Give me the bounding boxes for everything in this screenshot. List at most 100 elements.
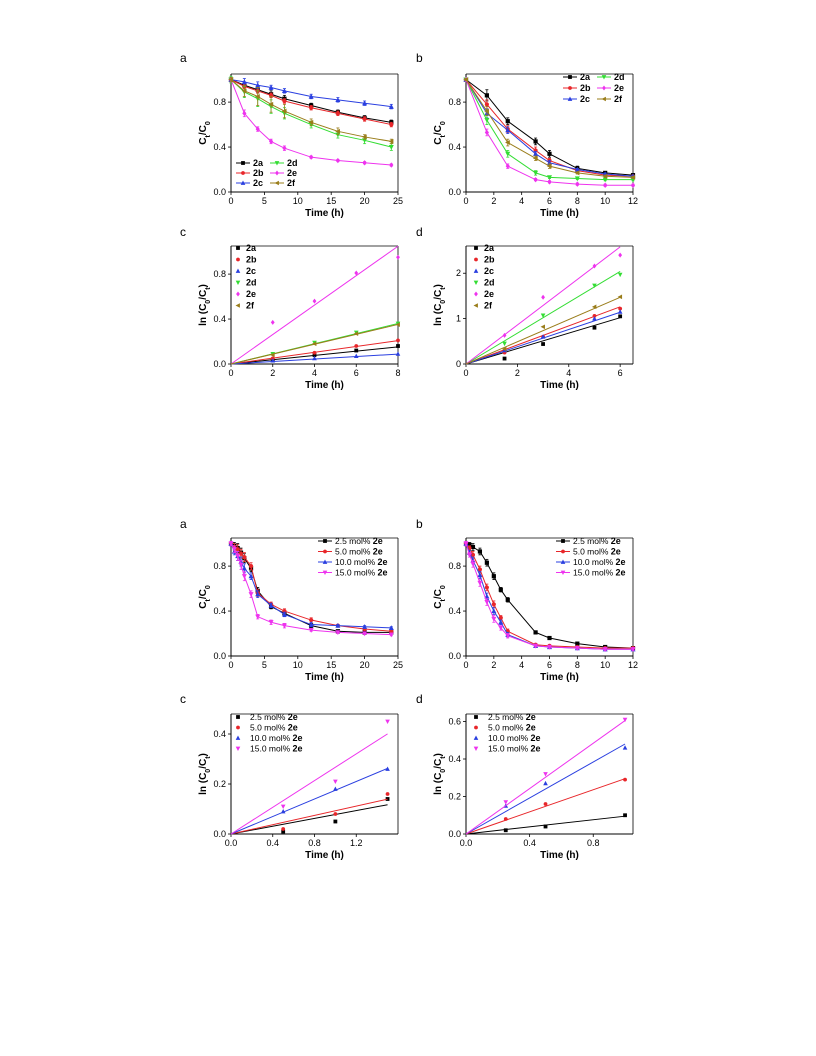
data-point [396,338,400,343]
y-axis-title-part: t [205,287,212,290]
legend-marker [602,85,606,91]
data-point [270,319,275,325]
legend-label: 15.0 mol% 2e [335,568,388,578]
x-tick-label: 5 [262,660,267,670]
panel-letter-fig1-b: b [416,51,423,65]
x-tick-label: 4 [566,368,571,378]
panel-letter-fig2-d: d [416,692,423,706]
legend-marker [560,559,566,564]
data-point [503,800,509,805]
data-point [533,151,539,156]
data-point [533,139,538,144]
data-point [592,283,597,288]
legend-label: 2f [614,94,623,104]
panel-letter-fig2-c: c [180,692,186,706]
panel-letter-fig2-b: b [416,517,423,531]
y-axis-title-part: /C [198,125,209,135]
y-axis-title: Ct/C0 [198,121,212,145]
data-point [630,647,636,652]
legend-marker [474,725,478,730]
y-tick-label: 0.4 [448,606,461,616]
legend-label-text: 2.5 mol% [573,536,611,546]
x-tick-label: 0 [463,660,468,670]
legend-label: 2e [246,289,256,299]
data-point [255,82,261,88]
data-point [335,157,340,164]
data-point [282,98,287,104]
y-tick-label: 0.0 [213,187,226,197]
series-2d [228,75,394,151]
data-point [361,134,367,140]
chart-fig2-d: 0.0 0.4 0.8 0.0 0.2 0.4 0.6 Time (h) ln (C0/Ct) 2… [433,712,634,861]
data-point [622,717,628,723]
data-point [309,105,314,110]
data-point [228,541,234,547]
legend-label: 15.0 mol% 2e [250,744,303,754]
series-10.0-mol-2e [465,743,628,835]
legend-marker [235,280,241,285]
legend-marker [236,715,240,719]
data-point [543,824,548,829]
legend-label: 2c [253,178,263,188]
legend-marker [236,257,240,262]
x-tick-label: 0 [463,196,468,206]
y-axis-title-part: t [205,599,212,602]
data-point [335,630,341,636]
data-point [335,111,340,116]
data-point [255,93,260,99]
series-2c [465,309,623,365]
y-axis-title: Ct/C0 [198,585,212,609]
y-tick-label: 0.4 [213,729,226,739]
data-point [282,145,287,151]
series-line [465,79,633,181]
data-point [228,77,234,83]
x-tick-label: 5 [262,196,267,206]
data-point [308,621,314,627]
y-axis-title-part: C [198,138,209,145]
y-tick-label: 0.8 [448,561,461,571]
y-axis-title-part: ) [433,753,444,756]
y-tick-label: 0 [456,359,461,369]
legend-label-text: 2.5 mol% [488,712,526,722]
y-tick-label: 0.0 [448,651,461,661]
data-point [268,138,274,145]
data-point [484,599,490,605]
data-point [505,163,510,169]
data-point [618,306,623,311]
legend-label-text: 10.0 mol% [488,733,531,743]
series-15.0-mol-2e [228,540,394,638]
data-point [484,108,489,114]
x-tick-label: 2 [515,368,520,378]
data-point [270,352,275,358]
data-point [498,619,504,625]
data-point [543,772,548,777]
legend-label: 10.0 mol% 2e [335,557,388,567]
legend-label: 2b [246,255,257,265]
series-2c [463,76,636,179]
data-point [388,625,394,631]
y-axis-title-part: ln (C [433,773,444,795]
x-tick-label: 0.8 [587,838,600,848]
y-tick-label: 0.8 [213,97,226,107]
data-point [477,567,483,572]
legend-label-text: 10.0 mol% [573,557,616,567]
data-point [396,254,400,260]
fit-line [230,733,388,835]
x-tick-label: 8 [575,660,580,670]
x-tick-label: 2 [270,368,275,378]
legend-label-text: 5.0 mol% [488,723,526,733]
legend-label: 2a [484,243,495,253]
data-point [396,344,400,348]
series-line [465,79,634,178]
data-point [592,316,597,321]
data-point [630,174,636,180]
x-tick-label: 15 [326,196,336,206]
x-tick-label: 0.0 [225,838,238,848]
data-point [574,176,580,182]
data-point [389,629,394,634]
data-point [255,614,261,620]
